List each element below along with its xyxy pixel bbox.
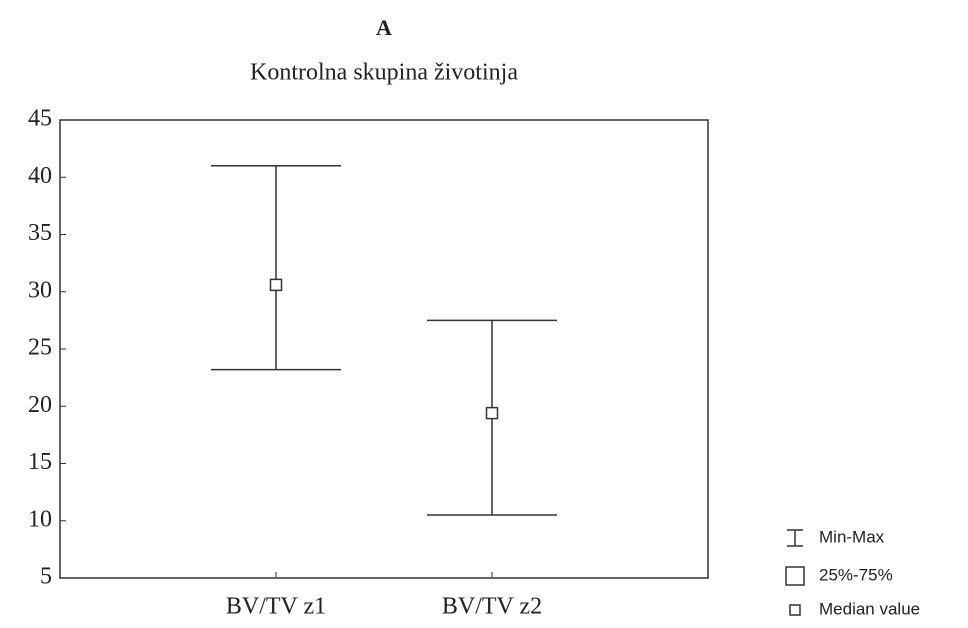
legend-icon [789,604,801,616]
y-tick-label: 40 [28,163,52,189]
legend-icon [785,566,805,586]
y-tick-label: 5 [40,564,52,590]
legend-label: Median value [819,599,920,618]
y-tick-label: 10 [28,506,52,532]
y-tick-label: 35 [28,220,52,246]
y-tick-label: 30 [28,277,52,303]
plot-frame [59,119,709,579]
legend-label: 25%-75% [819,565,893,584]
y-tick-label: 45 [28,106,52,132]
chart-subtitle: Kontrolna skupina životinja [250,60,518,86]
x-tick-label: BV/TV z2 [442,594,542,620]
x-tick-label: BV/TV z1 [226,594,326,620]
median-marker [485,406,499,420]
median-marker [269,278,283,292]
y-tick-label: 25 [28,335,52,361]
legend-label: Min-Max [819,527,885,546]
y-tick-label: 15 [28,449,52,475]
y-tick-label: 20 [28,392,52,418]
chart-title: A [376,15,392,40]
